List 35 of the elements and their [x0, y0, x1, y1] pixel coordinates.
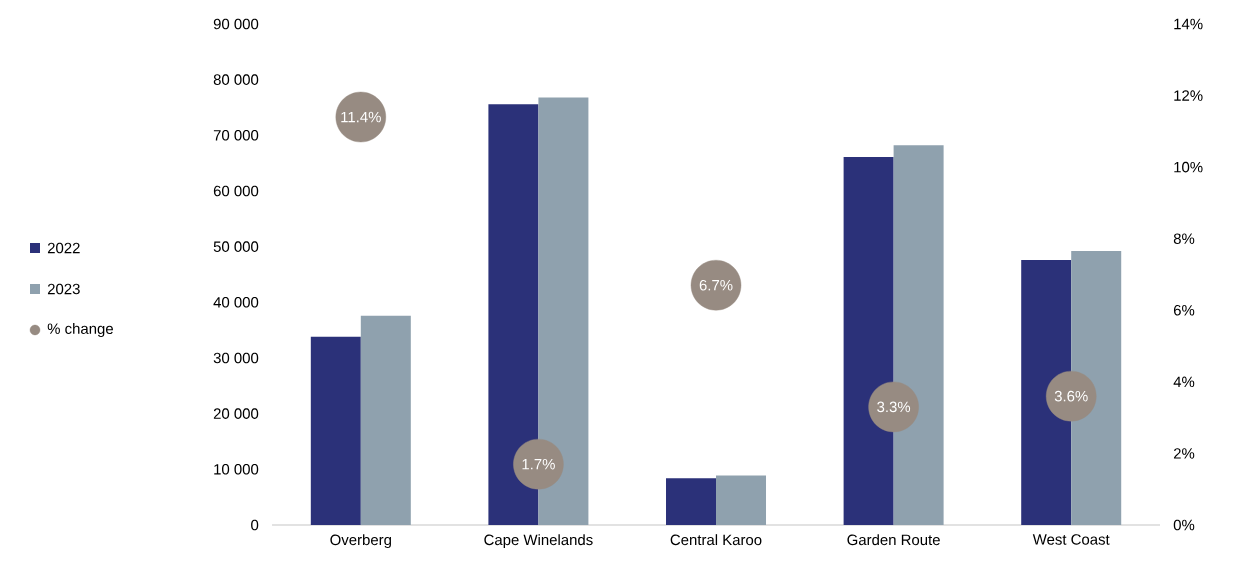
data-label: 3.6%: [1054, 390, 1088, 402]
y-tick-label: 20 000: [213, 408, 259, 419]
bar: [360, 315, 411, 525]
data-label: 6.7%: [699, 279, 733, 291]
y2-tick-label: 12%: [1174, 90, 1203, 101]
y-tick-label: 30 000: [213, 352, 259, 364]
y2-tick-label: 10%: [1174, 161, 1203, 173]
x-tick-label: Overberg: [330, 534, 391, 549]
y2-tick-label: 14%: [1174, 18, 1203, 30]
y-tick-label: 0: [251, 519, 259, 531]
x-tick-label: West Coast: [1032, 534, 1110, 545]
legend-label: 2022: [47, 242, 80, 254]
y-tick-label: 10 000: [214, 464, 259, 475]
y-tick-label: 50 000: [213, 241, 259, 252]
legend-label: 2023: [47, 283, 80, 295]
legend-label: % change: [47, 323, 113, 337]
data-label: 11.4%: [341, 111, 381, 123]
y-tick-label: 60 000: [213, 185, 259, 197]
y2-tick-label: 0%: [1173, 519, 1195, 531]
x-tick-label: Cape Winelands: [484, 534, 593, 549]
bar: [716, 475, 767, 525]
y2-tick-label: 6%: [1173, 304, 1195, 316]
bar: [310, 336, 361, 525]
data-label: 3.3%: [877, 401, 911, 413]
y-tick-label: 40 000: [213, 297, 259, 308]
y2-tick-label: 2%: [1173, 448, 1195, 459]
y2-tick-label: 4%: [1173, 376, 1195, 388]
y-tick-label: 80 000: [213, 74, 259, 85]
y-tick-label: 70 000: [213, 130, 259, 141]
x-tick-label: Garden Route: [847, 534, 940, 546]
data-label: 1.7%: [522, 458, 555, 470]
bar: [666, 478, 717, 525]
x-tick-label: Central Karoo: [670, 534, 762, 546]
y-tick-label: 90 000: [213, 18, 259, 30]
y2-tick-label: 8%: [1173, 233, 1195, 244]
